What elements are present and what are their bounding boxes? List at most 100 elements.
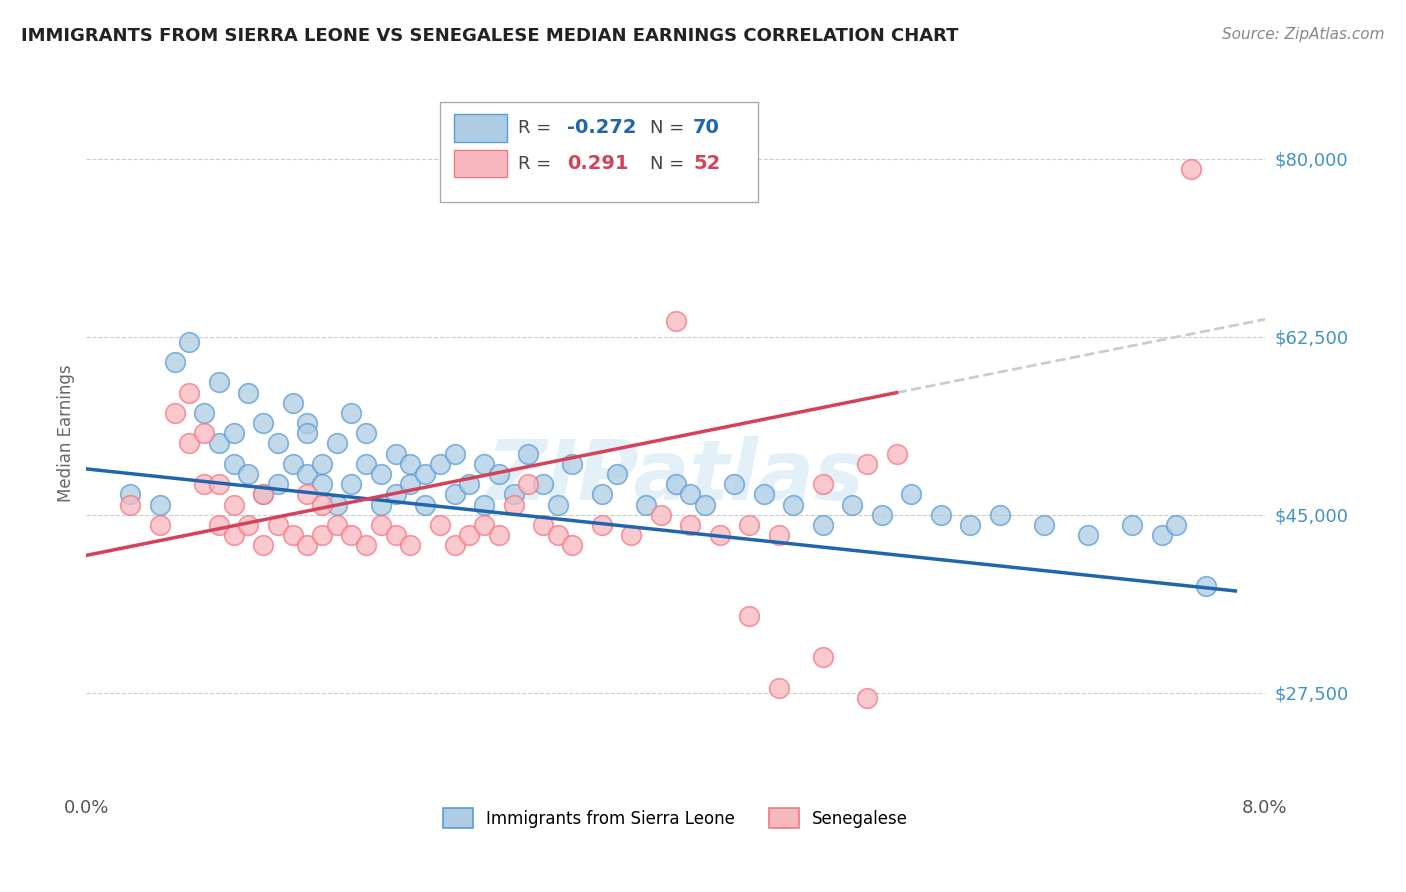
Point	[443, 487, 465, 501]
Point	[238, 517, 260, 532]
Point	[929, 508, 952, 522]
Text: 70: 70	[693, 119, 720, 137]
Point	[222, 528, 245, 542]
Point	[959, 517, 981, 532]
Point	[354, 538, 377, 552]
Point	[768, 528, 790, 542]
Point	[1195, 579, 1218, 593]
Y-axis label: Median Earnings: Median Earnings	[58, 365, 75, 502]
Point	[811, 477, 834, 491]
Point	[561, 538, 583, 552]
Point	[311, 477, 333, 491]
Point	[1077, 528, 1099, 542]
Point	[679, 487, 702, 501]
Point	[1150, 528, 1173, 542]
Point	[709, 528, 731, 542]
FancyBboxPatch shape	[454, 150, 508, 178]
Point	[297, 487, 319, 501]
Point	[811, 650, 834, 665]
Point	[325, 436, 347, 450]
Point	[222, 457, 245, 471]
Point	[179, 385, 201, 400]
Point	[311, 457, 333, 471]
Point	[340, 528, 363, 542]
Point	[370, 498, 392, 512]
Point	[193, 406, 215, 420]
Point	[281, 396, 304, 410]
Point	[281, 528, 304, 542]
Point	[636, 498, 658, 512]
Point	[547, 528, 569, 542]
Point	[472, 498, 495, 512]
Point	[472, 517, 495, 532]
Point	[472, 457, 495, 471]
Point	[384, 487, 406, 501]
Point	[193, 477, 215, 491]
Point	[354, 426, 377, 441]
Point	[370, 467, 392, 481]
Point	[502, 487, 524, 501]
Point	[531, 517, 554, 532]
Point	[252, 416, 274, 430]
Point	[120, 487, 142, 501]
Text: ZIPatlas: ZIPatlas	[486, 435, 865, 516]
Point	[738, 609, 761, 624]
Legend: Immigrants from Sierra Leone, Senegalese: Immigrants from Sierra Leone, Senegalese	[436, 802, 915, 834]
Point	[384, 447, 406, 461]
Point	[163, 406, 186, 420]
Point	[208, 517, 231, 532]
Point	[238, 385, 260, 400]
Point	[693, 498, 716, 512]
Point	[179, 436, 201, 450]
Point	[1166, 517, 1188, 532]
Point	[561, 457, 583, 471]
Point	[723, 477, 745, 491]
Point	[252, 538, 274, 552]
Point	[193, 426, 215, 441]
Point	[149, 498, 172, 512]
Point	[281, 457, 304, 471]
FancyBboxPatch shape	[454, 114, 508, 142]
Point	[488, 528, 510, 542]
Point	[120, 498, 142, 512]
Point	[531, 477, 554, 491]
Point	[413, 467, 436, 481]
Point	[841, 498, 863, 512]
Point	[547, 498, 569, 512]
Point	[297, 416, 319, 430]
Point	[1032, 517, 1054, 532]
Point	[340, 406, 363, 420]
Point	[399, 538, 422, 552]
Point	[856, 457, 879, 471]
Point	[620, 528, 643, 542]
Point	[502, 498, 524, 512]
Point	[208, 436, 231, 450]
Point	[811, 517, 834, 532]
Point	[252, 487, 274, 501]
Point	[458, 528, 481, 542]
Point	[738, 517, 761, 532]
Point	[900, 487, 922, 501]
Point	[488, 467, 510, 481]
Point	[297, 426, 319, 441]
FancyBboxPatch shape	[440, 103, 758, 202]
Point	[606, 467, 628, 481]
Point	[297, 467, 319, 481]
Text: R =: R =	[517, 119, 557, 137]
Point	[311, 498, 333, 512]
Point	[679, 517, 702, 532]
Point	[252, 487, 274, 501]
Point	[311, 528, 333, 542]
Point	[222, 498, 245, 512]
Point	[325, 498, 347, 512]
Point	[297, 538, 319, 552]
Point	[768, 681, 790, 695]
Point	[886, 447, 908, 461]
Point	[222, 426, 245, 441]
Point	[591, 487, 613, 501]
Point	[517, 477, 540, 491]
Point	[413, 498, 436, 512]
Point	[443, 447, 465, 461]
Point	[988, 508, 1011, 522]
Point	[1180, 161, 1202, 176]
